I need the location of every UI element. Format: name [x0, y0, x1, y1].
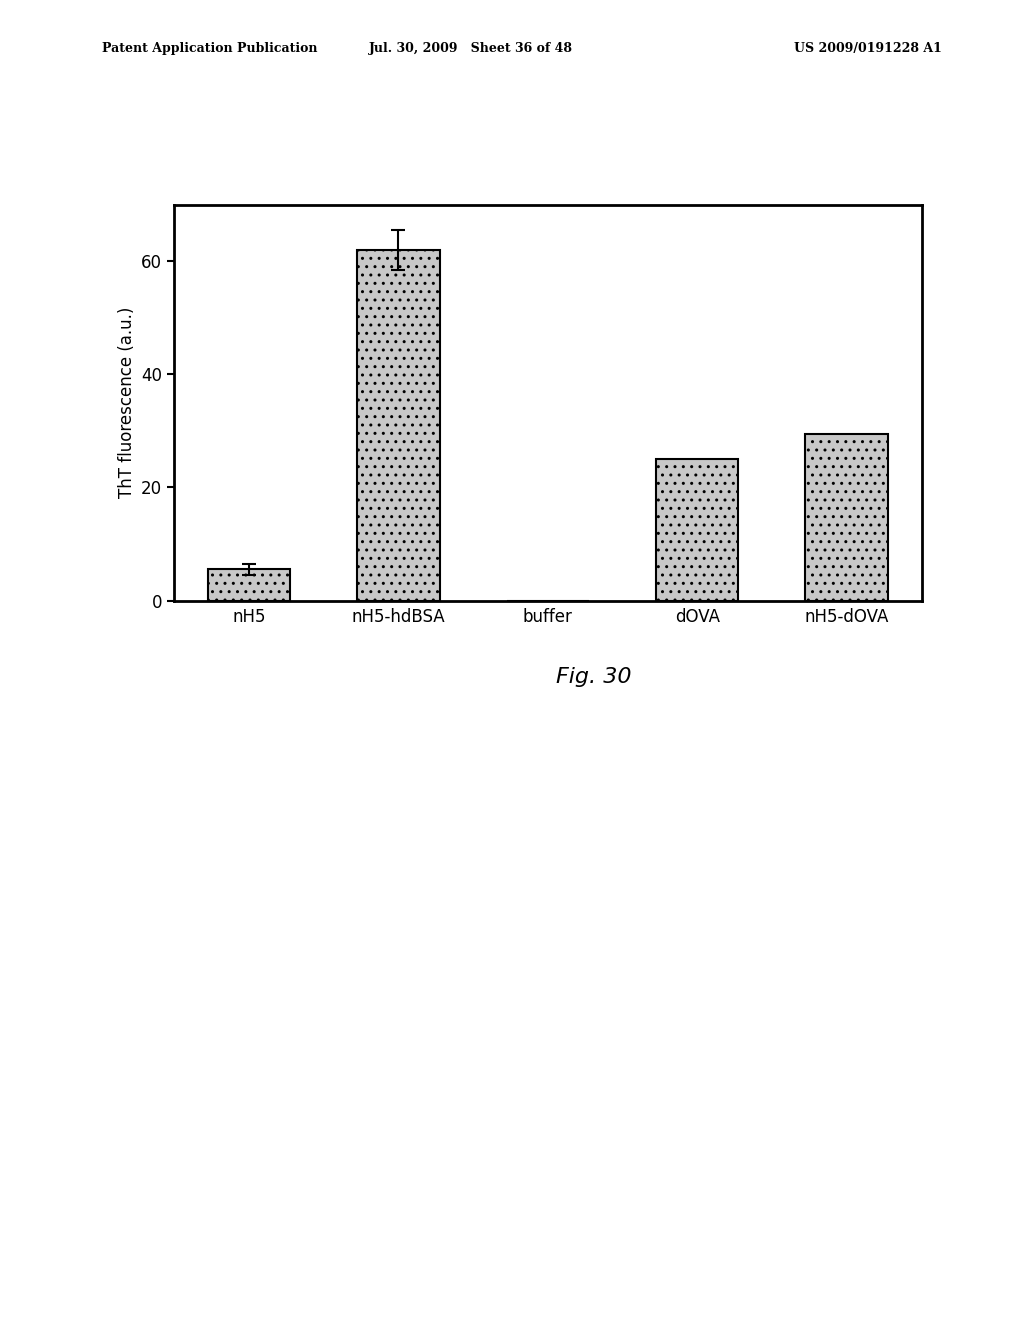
Text: US 2009/0191228 A1: US 2009/0191228 A1 [795, 42, 942, 55]
Bar [806, 434, 888, 601]
Bar [357, 249, 439, 601]
Text: Fig. 30: Fig. 30 [556, 667, 632, 686]
Bar [656, 459, 738, 601]
Text: Patent Application Publication: Patent Application Publication [102, 42, 317, 55]
Bar [208, 569, 290, 601]
Y-axis label: ThT fluorescence (a.u.): ThT fluorescence (a.u.) [118, 308, 135, 498]
Text: Jul. 30, 2009   Sheet 36 of 48: Jul. 30, 2009 Sheet 36 of 48 [369, 42, 573, 55]
